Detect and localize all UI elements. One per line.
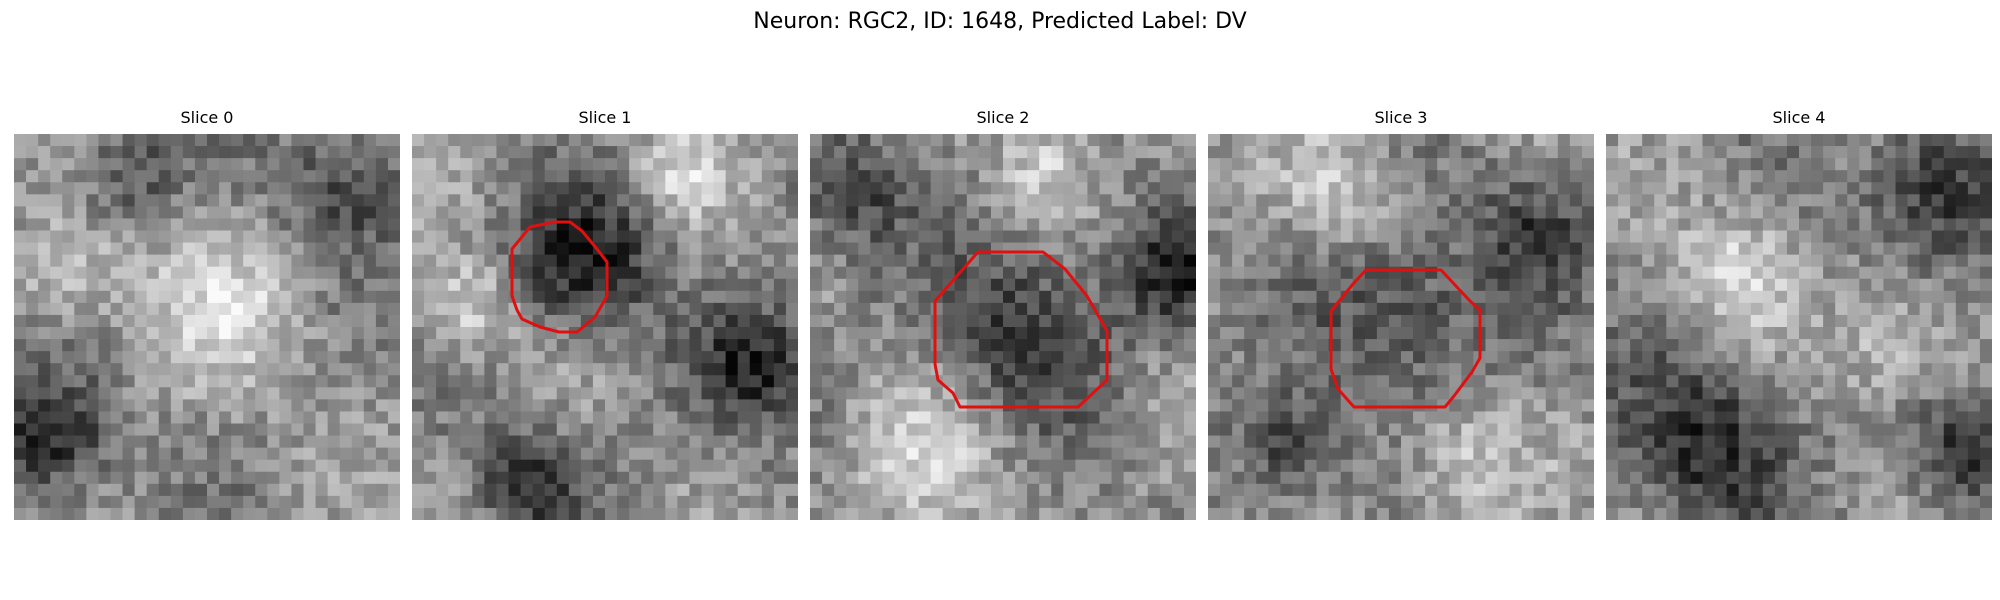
slice-title-2: Slice 2 <box>976 108 1030 127</box>
figure-title: Neuron: RGC2, ID: 1648, Predicted Label:… <box>753 9 1247 34</box>
cell-outline-1 <box>510 220 609 334</box>
pixel-grid-3 <box>1208 134 1594 520</box>
slice-title-4: Slice 4 <box>1772 108 1826 127</box>
slice-title-3: Slice 3 <box>1374 108 1428 127</box>
pixel-grid-2 <box>810 134 1196 520</box>
slice-image-1 <box>412 134 798 520</box>
slice-title-1: Slice 1 <box>578 108 632 127</box>
slice-image-0 <box>14 134 400 520</box>
pixel-grid-1 <box>412 134 798 520</box>
pixel-grid-0 <box>14 134 400 520</box>
pixel-grid-4 <box>1606 134 1992 520</box>
slice-image-3 <box>1208 134 1594 520</box>
slice-image-2 <box>810 134 1196 520</box>
cell-outline-3 <box>1329 268 1482 409</box>
slice-image-4 <box>1606 134 1992 520</box>
slice-title-0: Slice 0 <box>180 108 234 127</box>
cell-outline-2 <box>933 250 1109 409</box>
